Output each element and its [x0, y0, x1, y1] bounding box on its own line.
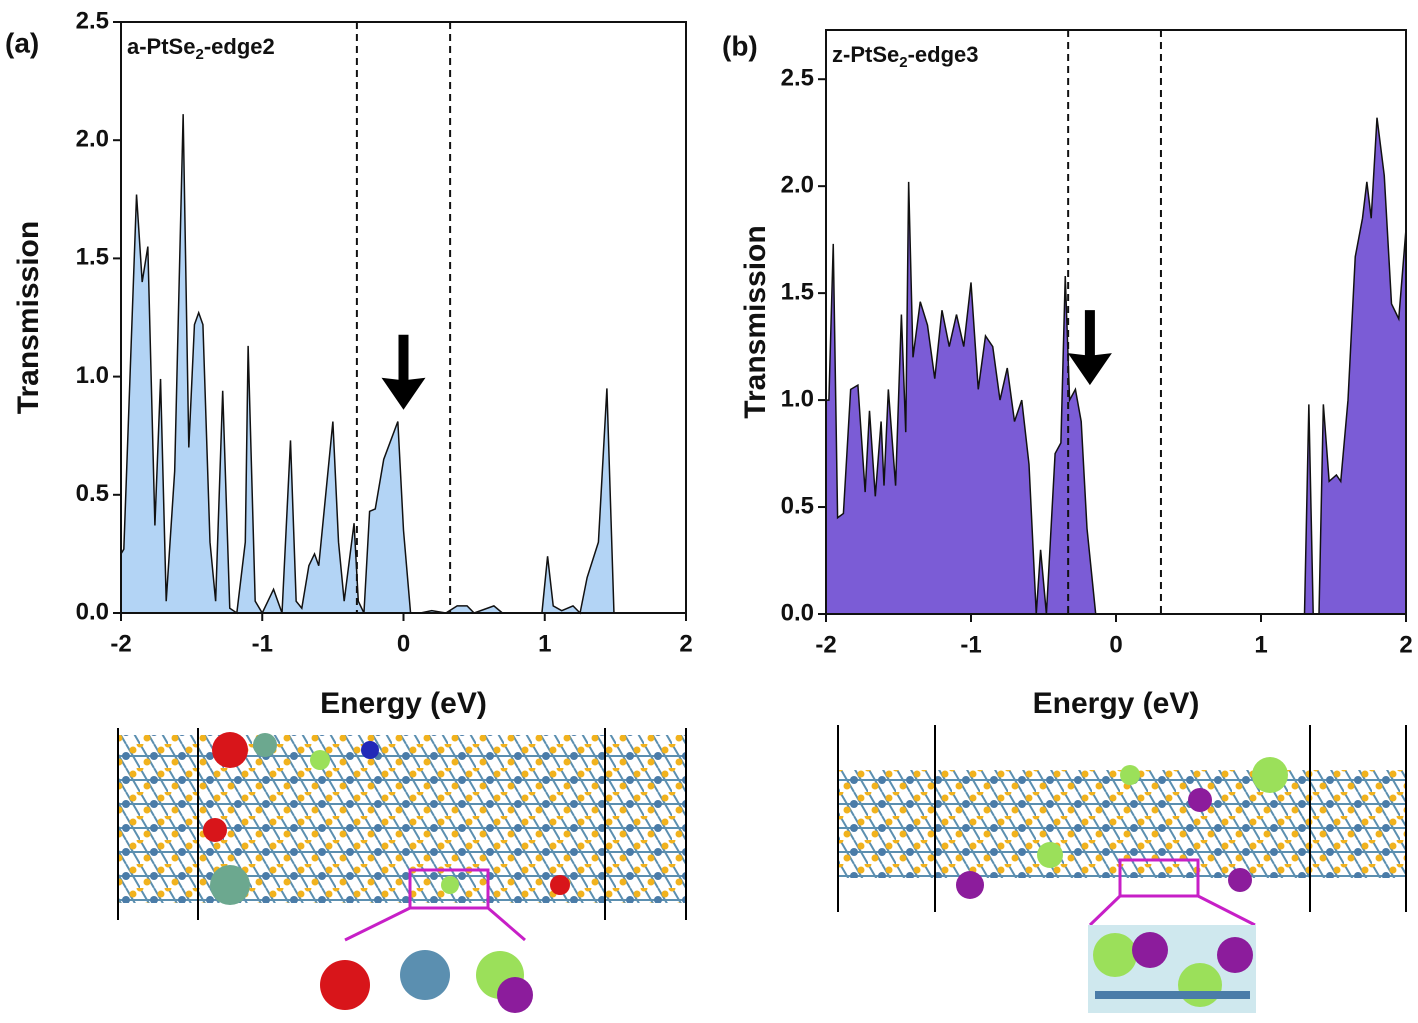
- x-tick-label: 0: [1109, 631, 1122, 658]
- x-tick-label: -2: [815, 631, 836, 658]
- title-part: -edge2: [204, 34, 275, 59]
- x-tick-label: 0: [397, 630, 410, 657]
- title-part: -edge3: [908, 42, 979, 67]
- arrow: [1067, 310, 1112, 386]
- y-tick-label: 0.5: [781, 492, 814, 519]
- x-tick-label: 2: [679, 630, 692, 657]
- x-tick-label: 1: [1254, 631, 1267, 658]
- transmission-line: [826, 117, 1407, 615]
- x-tick-label: 2: [1399, 631, 1412, 658]
- y-tick-label: 1.5: [781, 278, 814, 305]
- structure-b: [837, 725, 1407, 1013]
- y-axis-label: Transmission: [739, 225, 772, 418]
- y-tick-label: 2.0: [781, 172, 814, 199]
- y-tick-label: 2.0: [76, 126, 109, 153]
- chart-title: a-PtSe2-edge2: [127, 34, 275, 63]
- y-tick-label: 1.5: [76, 244, 109, 271]
- y-tick-label: 1.0: [76, 362, 109, 389]
- title-part: 2: [195, 46, 203, 63]
- x-tick-label: -1: [252, 630, 273, 657]
- y-tick-label: 0.5: [76, 480, 109, 507]
- title-part: a-PtSe: [127, 34, 195, 59]
- y-axis-label: Transmission: [12, 221, 45, 414]
- area-fill: [121, 114, 614, 614]
- panel-label: (b): [722, 30, 758, 61]
- x-axis-label: Energy (eV): [1033, 687, 1200, 720]
- x-tick-label: -1: [960, 631, 981, 658]
- panel-label: (a): [5, 27, 39, 58]
- structure-a: [117, 728, 687, 1013]
- arrow: [381, 334, 426, 410]
- y-tick-label: 2.5: [76, 7, 109, 34]
- x-tick-label: -2: [110, 630, 131, 657]
- y-tick-label: 0.0: [781, 599, 814, 626]
- area-fill: [826, 117, 1406, 614]
- y-tick-label: 0.0: [76, 598, 109, 625]
- transmission-line: [120, 114, 615, 615]
- x-axis-label: Energy (eV): [320, 687, 487, 720]
- title-part: z-PtSe: [832, 42, 899, 67]
- title-part: 2: [899, 54, 907, 71]
- y-tick-label: 2.5: [781, 65, 814, 92]
- x-tick-label: 1: [538, 630, 551, 657]
- chart-title: z-PtSe2-edge3: [832, 42, 979, 71]
- y-tick-label: 1.0: [781, 385, 814, 412]
